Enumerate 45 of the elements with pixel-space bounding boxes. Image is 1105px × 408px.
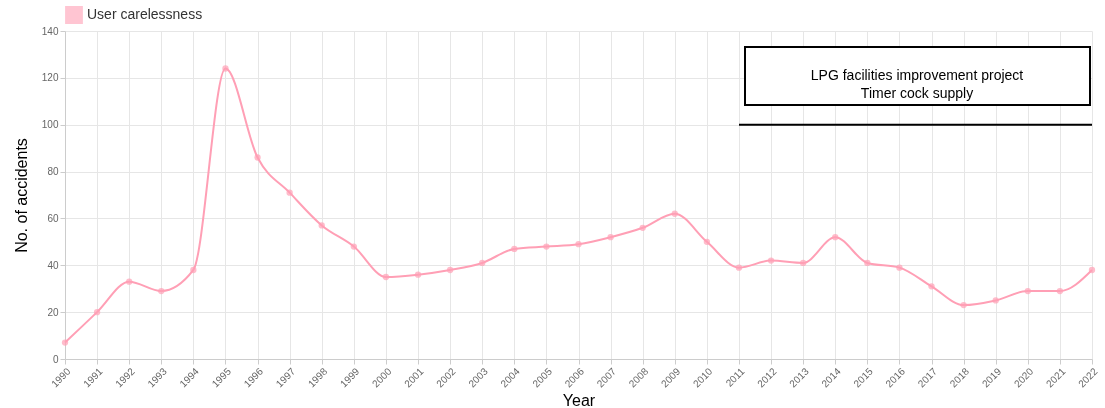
y-tick-label: 120 <box>41 72 59 84</box>
ref-line-label: LPG facilities improvement project Timer cock supply <box>810 67 1024 101</box>
point <box>767 257 775 264</box>
point <box>350 243 358 250</box>
point <box>414 271 422 278</box>
point <box>543 243 550 250</box>
y-tick-label: 80 <box>47 166 59 178</box>
point <box>639 224 646 231</box>
legend-label: User carelessness <box>87 6 203 22</box>
point <box>222 65 229 72</box>
point <box>992 297 999 304</box>
point <box>254 154 261 161</box>
point <box>61 339 69 346</box>
point <box>511 245 518 253</box>
point <box>190 266 197 274</box>
y-tick-label: 60 <box>47 212 59 224</box>
point <box>799 259 807 267</box>
y-tick-label: 0 <box>52 353 59 365</box>
point <box>286 189 293 196</box>
point <box>575 241 582 248</box>
y-tick-label: 140 <box>41 25 59 37</box>
point <box>607 234 614 241</box>
point <box>1088 266 1096 274</box>
point <box>446 266 454 274</box>
point <box>735 264 743 271</box>
point <box>1056 287 1064 295</box>
point <box>864 259 871 267</box>
point <box>126 278 133 285</box>
y-tick-label: 40 <box>47 259 59 271</box>
y-axis-title: No. of accidents <box>12 138 30 253</box>
point <box>896 264 903 271</box>
point <box>832 234 839 241</box>
point <box>671 210 678 217</box>
x-axis-title: Year <box>562 392 596 408</box>
point <box>960 301 967 309</box>
point <box>318 222 325 229</box>
y-tick-label: 20 <box>47 306 59 318</box>
point <box>479 259 486 267</box>
point <box>703 238 711 246</box>
point <box>93 308 101 316</box>
point <box>1024 287 1031 295</box>
point <box>928 283 935 290</box>
y-tick-label: 100 <box>41 119 59 131</box>
point <box>158 287 165 295</box>
point <box>382 273 390 281</box>
